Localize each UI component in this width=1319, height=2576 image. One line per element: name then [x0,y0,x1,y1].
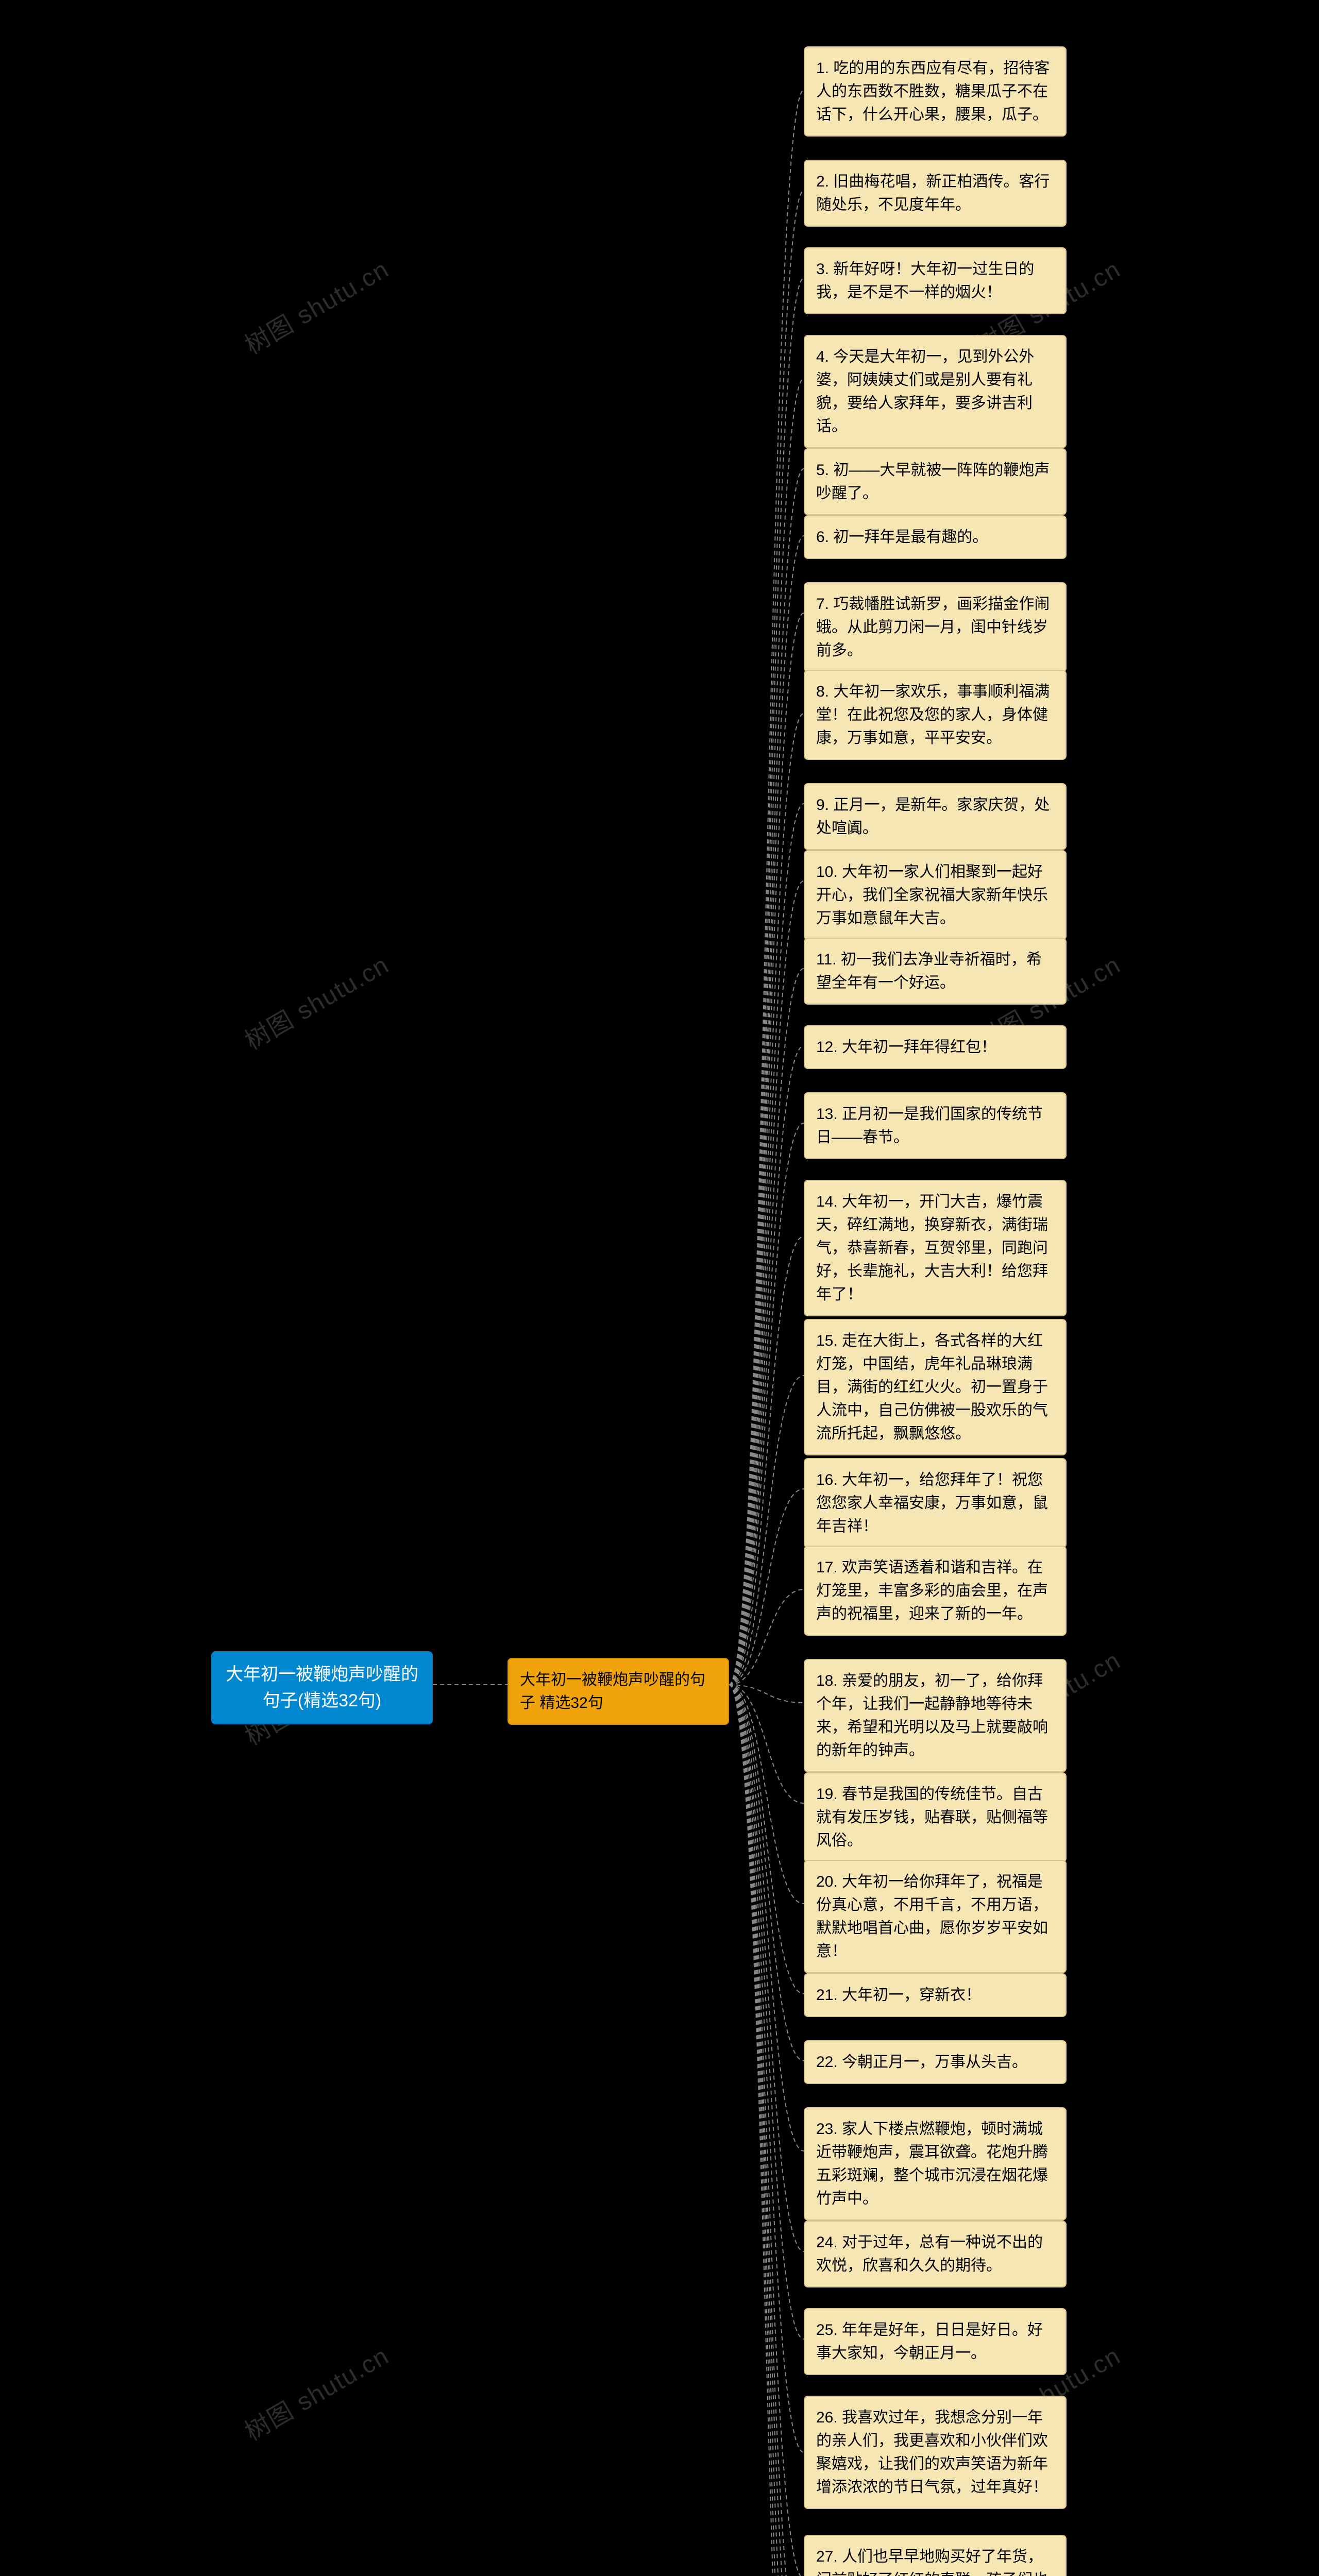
leaf-node: 12. 大年初一拜年得红包！ [804,1025,1067,1069]
leaf-label: 27. 人们也早早地购买好了年货，门前贴好了红红的春联。孩子们也穿上了新衣服……… [816,2548,1048,2576]
leaf-node: 24. 对于过年，总有一种说不出的欢悦，欣喜和久久的期待。 [804,2221,1067,2287]
leaf-node: 15. 走在大街上，各式各样的大红灯笼，中国结，虎年礼品琳琅满目，满街的红红火火… [804,1319,1067,1455]
leaf-label: 24. 对于过年，总有一种说不出的欢悦，欣喜和久久的期待。 [816,2234,1043,2274]
leaf-node: 22. 今朝正月一，万事从头吉。 [804,2040,1067,2084]
leaf-label: 17. 欢声笑语透着和谐和吉祥。在灯笼里，丰富多彩的庙会里，在声声的祝福里，迎来… [816,1559,1048,1622]
watermark: 树图 shutu.cn [237,249,395,361]
sub-node: 大年初一被鞭炮声吵醒的句子 精选32句 [508,1658,729,1725]
root-label: 大年初一被鞭炮声吵醒的句子(精选32句) [226,1665,418,1710]
leaf-node: 14. 大年初一，开门大吉，爆竹震天，碎红满地，换穿新衣，满街瑞气，恭喜新春，互… [804,1180,1067,1316]
leaf-node: 17. 欢声笑语透着和谐和吉祥。在灯笼里，丰富多彩的庙会里，在声声的祝福里，迎来… [804,1546,1067,1636]
leaf-node: 13. 正月初一是我们国家的传统节日——春节。 [804,1092,1067,1159]
leaf-label: 18. 亲爱的朋友，初一了，给你拜个年，让我们一起静静地等待未来，希望和光明以及… [816,1672,1048,1759]
watermark: 树图 shutu.cn [237,2336,395,2448]
leaf-label: 7. 巧裁幡胜试新罗，画彩描金作闹蛾。从此剪刀闲一月，闺中针线岁前多。 [816,596,1050,659]
leaf-node: 23. 家人下楼点燃鞭炮，顿时满城近带鞭炮声，震耳欲聋。花炮升腾五彩斑斓，整个城… [804,2107,1067,2221]
leaf-label: 21. 大年初一，穿新衣！ [816,1987,981,2004]
leaf-label: 22. 今朝正月一，万事从头吉。 [816,2054,1027,2071]
leaf-label: 8. 大年初一家欢乐，事事顺利福满堂！在此祝您及您的家人，身体健康，万事如意，平… [816,683,1050,747]
sub-label: 大年初一被鞭炮声吵醒的句子 精选32句 [520,1671,705,1711]
connectors-layer [0,0,1319,2576]
leaf-label: 6. 初一拜年是最有趣的。 [816,529,988,546]
leaf-label: 16. 大年初一，给您拜年了！祝您您您家人幸福安康，万事如意，鼠年吉祥！ [816,1471,1048,1535]
leaf-node: 27. 人们也早早地购买好了年货，门前贴好了红红的春联。孩子们也穿上了新衣服……… [804,2535,1067,2576]
leaf-label: 9. 正月一，是新年。家家庆贺，处处喧阗。 [816,796,1050,837]
leaf-label: 10. 大年初一家人们相聚到一起好开心，我们全家祝福大家新年快乐万事如意鼠年大吉… [816,863,1048,927]
leaf-node: 10. 大年初一家人们相聚到一起好开心，我们全家祝福大家新年快乐万事如意鼠年大吉… [804,850,1067,940]
root-node: 大年初一被鞭炮声吵醒的句子(精选32句) [211,1651,433,1724]
leaf-label: 12. 大年初一拜年得红包！ [816,1039,996,1056]
leaf-label: 4. 今天是大年初一，见到外公外婆，阿姨姨丈们或是别人要有礼貌，要给人家拜年，要… [816,348,1034,435]
leaf-node: 6. 初一拜年是最有趣的。 [804,515,1067,559]
leaf-node: 1. 吃的用的东西应有尽有，招待客人的东西数不胜数，糖果瓜子不在话下，什么开心果… [804,46,1067,137]
leaf-node: 3. 新年好呀！大年初一过生日的我，是不是不一样的烟火！ [804,247,1067,314]
leaf-node: 8. 大年初一家欢乐，事事顺利福满堂！在此祝您及您的家人，身体健康，万事如意，平… [804,670,1067,760]
leaf-label: 5. 初——大早就被一阵阵的鞭炮声吵醒了。 [816,462,1050,502]
watermark: 树图 shutu.cn [237,945,395,1057]
leaf-node: 2. 旧曲梅花唱，新正柏酒传。客行随处乐，不见度年年。 [804,160,1067,227]
leaf-label: 3. 新年好呀！大年初一过生日的我，是不是不一样的烟火！ [816,261,1034,301]
leaf-label: 1. 吃的用的东西应有尽有，招待客人的东西数不胜数，糖果瓜子不在话下，什么开心果… [816,60,1050,123]
leaf-label: 26. 我喜欢过年，我想念分别一年的亲人们，我更喜欢和小伙伴们欢聚嬉戏，让我们的… [816,2409,1048,2496]
leaf-node: 9. 正月一，是新年。家家庆贺，处处喧阗。 [804,783,1067,850]
leaf-label: 15. 走在大街上，各式各样的大红灯笼，中国结，虎年礼品琳琅满目，满街的红红火火… [816,1332,1048,1442]
leaf-node: 20. 大年初一给你拜年了，祝福是份真心意，不用千言，不用万语，默默地唱首心曲，… [804,1860,1067,1973]
mindmap-canvas: { "canvas": { "width": 2560, "height": 6… [0,0,1319,2576]
leaf-label: 25. 年年是好年，日日是好日。好事大家知，今朝正月一。 [816,2321,1043,2362]
leaf-node: 25. 年年是好年，日日是好日。好事大家知，今朝正月一。 [804,2308,1067,2375]
leaf-node: 21. 大年初一，穿新衣！ [804,1973,1067,2017]
leaf-node: 18. 亲爱的朋友，初一了，给你拜个年，让我们一起静静地等待未来，希望和光明以及… [804,1659,1067,1772]
leaf-label: 23. 家人下楼点燃鞭炮，顿时满城近带鞭炮声，震耳欲聋。花炮升腾五彩斑斓，整个城… [816,2121,1048,2207]
leaf-node: 7. 巧裁幡胜试新罗，画彩描金作闹蛾。从此剪刀闲一月，闺中针线岁前多。 [804,582,1067,672]
leaf-label: 13. 正月初一是我们国家的传统节日——春节。 [816,1106,1043,1146]
leaf-node: 4. 今天是大年初一，见到外公外婆，阿姨姨丈们或是别人要有礼貌，要给人家拜年，要… [804,335,1067,448]
leaf-label: 2. 旧曲梅花唱，新正柏酒传。客行随处乐，不见度年年。 [816,173,1050,213]
leaf-node: 19. 春节是我国的传统佳节。自古就有发压岁钱，贴春联，贴侧福等风俗。 [804,1772,1067,1862]
leaf-label: 19. 春节是我国的传统佳节。自古就有发压岁钱，贴春联，贴侧福等风俗。 [816,1786,1048,1849]
leaf-node: 16. 大年初一，给您拜年了！祝您您您家人幸福安康，万事如意，鼠年吉祥！ [804,1458,1067,1548]
leaf-node: 11. 初一我们去净业寺祈福时，希望全年有一个好运。 [804,938,1067,1005]
leaf-label: 20. 大年初一给你拜年了，祝福是份真心意，不用千言，不用万语，默默地唱首心曲，… [816,1873,1048,1960]
leaf-node: 5. 初——大早就被一阵阵的鞭炮声吵醒了。 [804,448,1067,515]
leaf-node: 26. 我喜欢过年，我想念分别一年的亲人们，我更喜欢和小伙伴们欢聚嬉戏，让我们的… [804,2396,1067,2509]
leaf-label: 14. 大年初一，开门大吉，爆竹震天，碎红满地，换穿新衣，满街瑞气，恭喜新春，互… [816,1193,1048,1303]
leaf-label: 11. 初一我们去净业寺祈福时，希望全年有一个好运。 [816,951,1042,991]
